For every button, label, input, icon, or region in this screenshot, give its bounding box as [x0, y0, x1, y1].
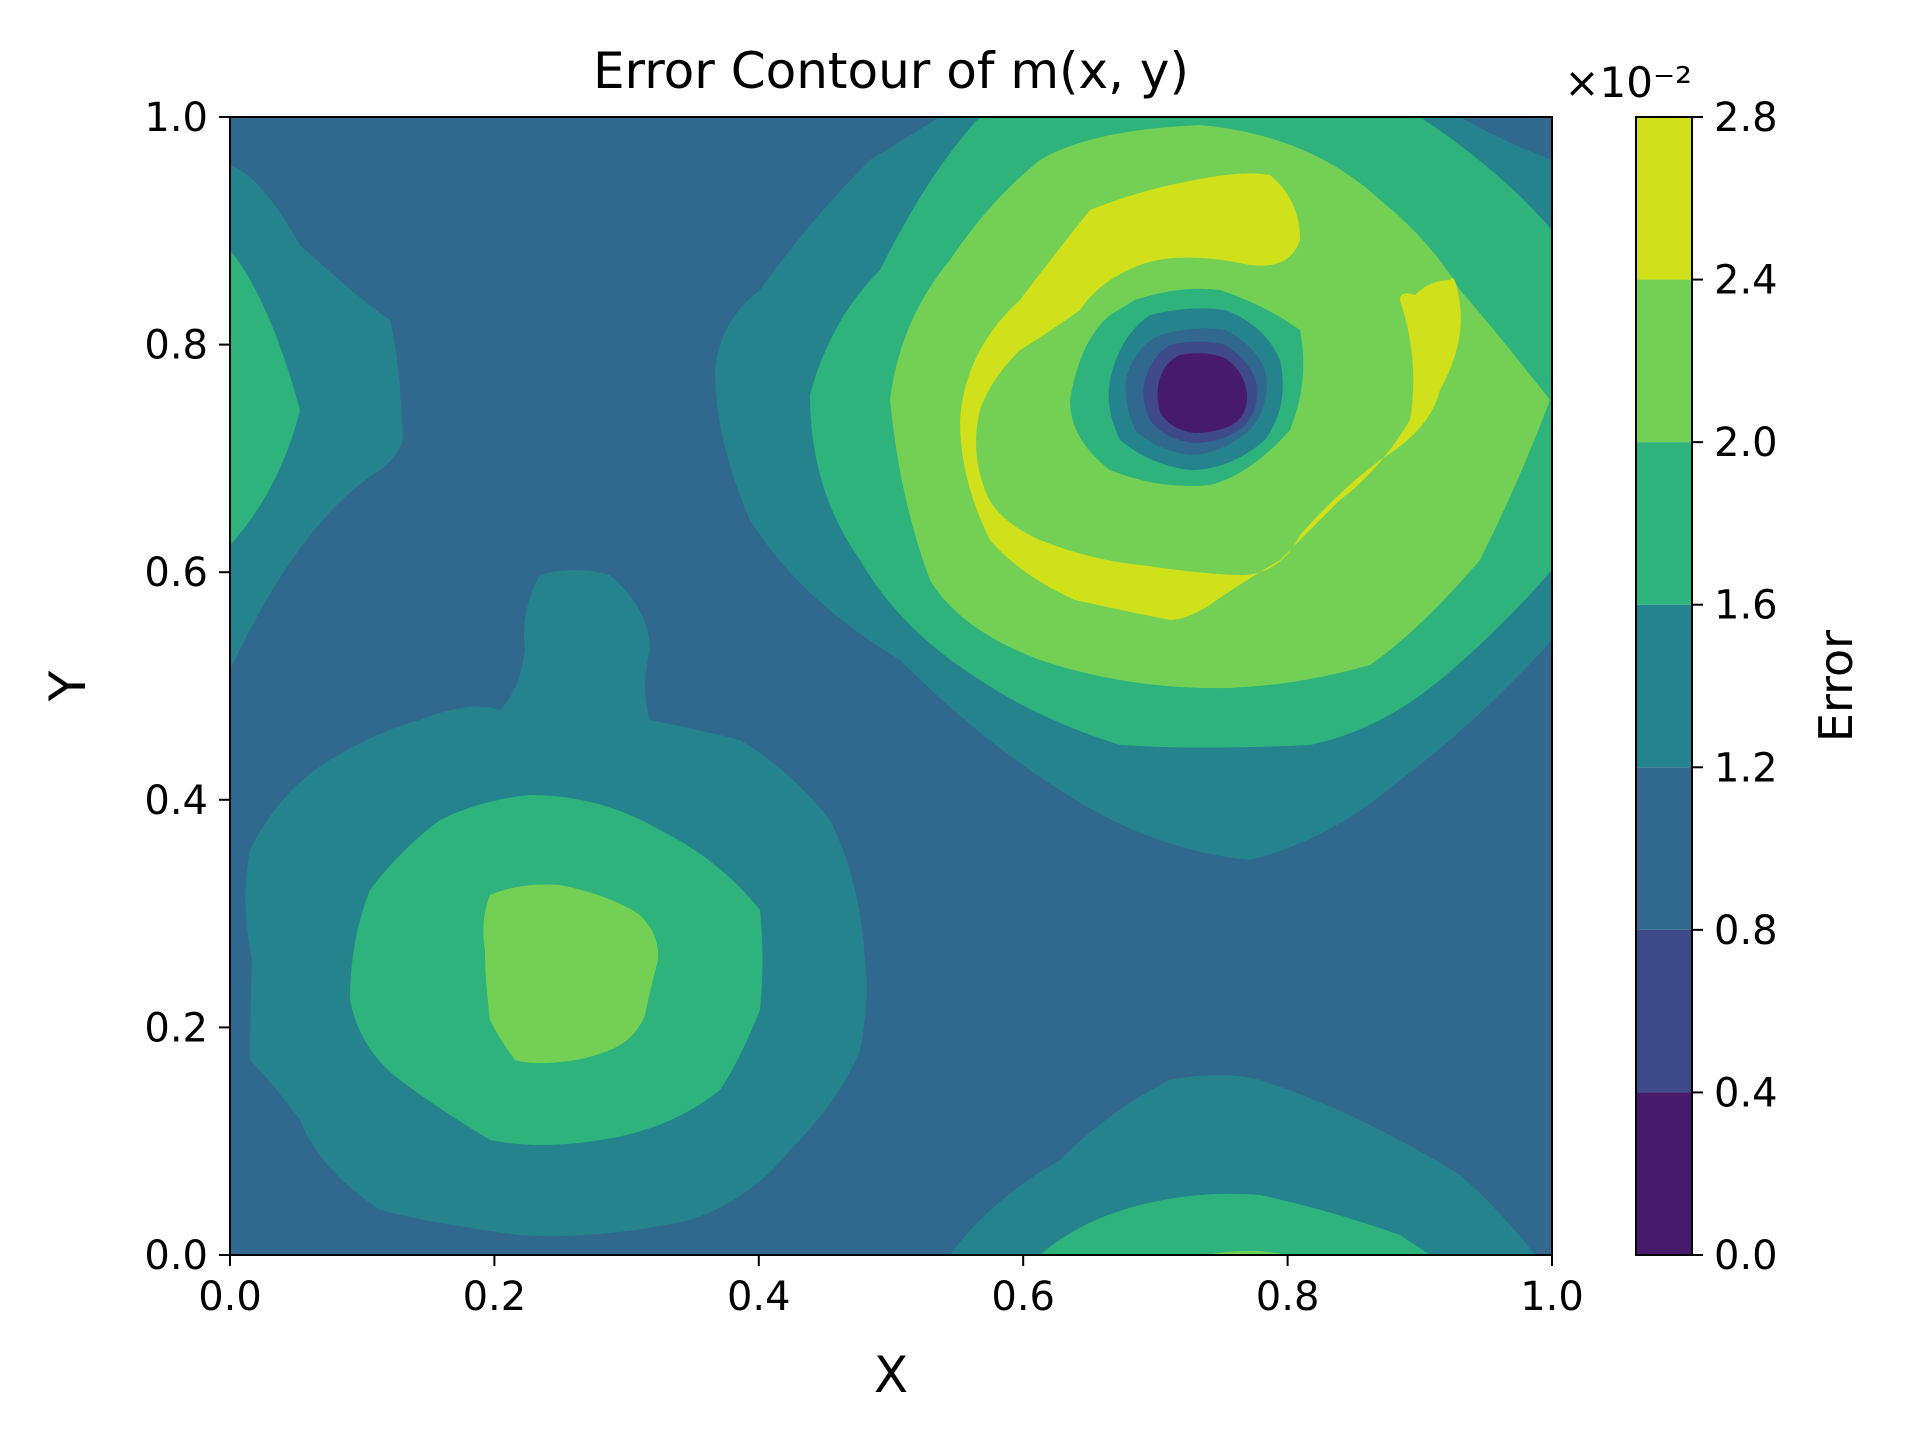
contour-left-band-1.2	[230, 165, 403, 670]
colorbar-tick-label: 1.6	[1714, 583, 1778, 629]
y-tick-label: 0.8	[144, 323, 208, 369]
colorbar-segment	[1636, 117, 1692, 280]
y-axis-ticks: 0.0 0.2 0.4 0.6 0.8 1.0	[144, 95, 230, 1279]
y-tick-label: 0.6	[144, 550, 208, 596]
colorbar-tick-label: 0.4	[1714, 1070, 1778, 1116]
contour-tr-band-2.4	[960, 173, 1461, 621]
colorbar-tick-label: 1.2	[1714, 745, 1778, 791]
x-tick-label: 1.0	[1520, 1274, 1584, 1320]
colorbar-tick-label: 2.0	[1714, 420, 1778, 466]
x-tick-label: 0.0	[198, 1274, 262, 1320]
colorbar: 0.0 0.4 0.8 1.2 1.6 2.0 2.4 2.8	[1636, 95, 1778, 1279]
colorbar-segment	[1636, 1092, 1692, 1255]
colorbar-tick-label: 2.4	[1714, 258, 1778, 304]
x-tick-label: 0.2	[463, 1274, 527, 1320]
y-tick-label: 0.0	[144, 1233, 208, 1279]
contour-tr-inner-0.0	[1157, 353, 1248, 433]
x-tick-label: 0.8	[1256, 1274, 1320, 1320]
colorbar-segment	[1636, 279, 1692, 443]
colorbar-segment	[1636, 604, 1692, 768]
colorbar-tick-label: 0.0	[1714, 1233, 1778, 1279]
contour-left-band-1.6	[230, 250, 300, 545]
plot-frame	[229, 116, 1553, 1256]
contour-ll-band-2.0	[483, 884, 659, 1064]
colorbar-label: Error	[1809, 630, 1863, 742]
colorbar-frame	[1635, 116, 1693, 1256]
colorbar-tick-label: 0.8	[1714, 908, 1778, 954]
x-tick-label: 0.6	[991, 1274, 1055, 1320]
x-axis-ticks: 0.0 0.2 0.4 0.6 0.8 1.0	[198, 1255, 1584, 1320]
contour-bot-band-1.2	[950, 1075, 1535, 1255]
colorbar-multiplier: ×10⁻²	[1564, 58, 1692, 107]
colorbar-segment	[1636, 929, 1692, 1093]
y-tick-label: 0.4	[144, 778, 208, 824]
y-axis-label: Y	[39, 670, 97, 702]
colorbar-segment	[1636, 767, 1692, 930]
y-tick-label: 1.0	[144, 95, 208, 141]
colorbar-segment	[1636, 442, 1692, 605]
x-tick-label: 0.4	[727, 1274, 791, 1320]
colorbar-tick-label: 2.8	[1714, 95, 1778, 141]
contour-bot-band-2.0	[1205, 1250, 1290, 1255]
contour-bot-band-1.6	[1040, 1193, 1430, 1255]
x-axis-label: X	[874, 1346, 908, 1404]
chart-title: Error Contour of m(x, y)	[593, 42, 1189, 100]
contour-fills	[230, 117, 1552, 1255]
y-tick-label: 0.2	[144, 1005, 208, 1051]
